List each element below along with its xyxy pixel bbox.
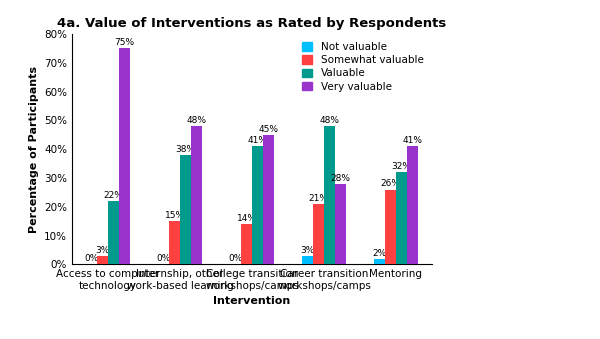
Text: 41%: 41% bbox=[247, 136, 268, 145]
Text: 22%: 22% bbox=[103, 191, 124, 200]
Text: 26%: 26% bbox=[380, 179, 401, 188]
Text: 48%: 48% bbox=[319, 116, 340, 125]
Text: 0%: 0% bbox=[229, 254, 243, 263]
Text: 0%: 0% bbox=[157, 254, 171, 263]
Bar bbox=[385, 190, 396, 264]
Y-axis label: Percentage of Participants: Percentage of Participants bbox=[29, 66, 38, 233]
Text: 41%: 41% bbox=[402, 136, 422, 145]
Bar bbox=[374, 259, 385, 264]
Bar bbox=[335, 184, 346, 264]
Text: 28%: 28% bbox=[330, 174, 350, 183]
Bar bbox=[169, 221, 180, 264]
Bar bbox=[302, 256, 313, 264]
Text: 45%: 45% bbox=[258, 125, 278, 134]
Title: 4a. Value of Interventions as Rated by Respondents: 4a. Value of Interventions as Rated by R… bbox=[58, 17, 446, 30]
X-axis label: Intervention: Intervention bbox=[214, 296, 290, 306]
Text: 38%: 38% bbox=[175, 145, 196, 154]
Text: 14%: 14% bbox=[236, 214, 257, 223]
Bar bbox=[180, 155, 191, 264]
Bar bbox=[108, 201, 119, 264]
Text: 2%: 2% bbox=[373, 248, 387, 258]
Bar bbox=[407, 146, 418, 264]
Bar bbox=[263, 135, 274, 264]
Text: 15%: 15% bbox=[164, 211, 185, 220]
Bar bbox=[396, 172, 407, 264]
Text: 3%: 3% bbox=[301, 246, 315, 255]
Bar bbox=[241, 224, 252, 264]
Legend: Not valuable, Somewhat valuable, Valuable, Very valuable: Not valuable, Somewhat valuable, Valuabl… bbox=[299, 39, 427, 95]
Text: 21%: 21% bbox=[308, 194, 329, 203]
Bar bbox=[324, 126, 335, 264]
Text: 3%: 3% bbox=[95, 246, 110, 255]
Bar bbox=[191, 126, 202, 264]
Bar bbox=[252, 146, 263, 264]
Text: 0%: 0% bbox=[85, 254, 99, 263]
Text: 75%: 75% bbox=[114, 38, 134, 47]
Bar bbox=[119, 48, 130, 264]
Bar bbox=[313, 204, 324, 264]
Text: 32%: 32% bbox=[391, 162, 412, 171]
Text: 48%: 48% bbox=[186, 116, 206, 125]
Bar bbox=[97, 256, 108, 264]
